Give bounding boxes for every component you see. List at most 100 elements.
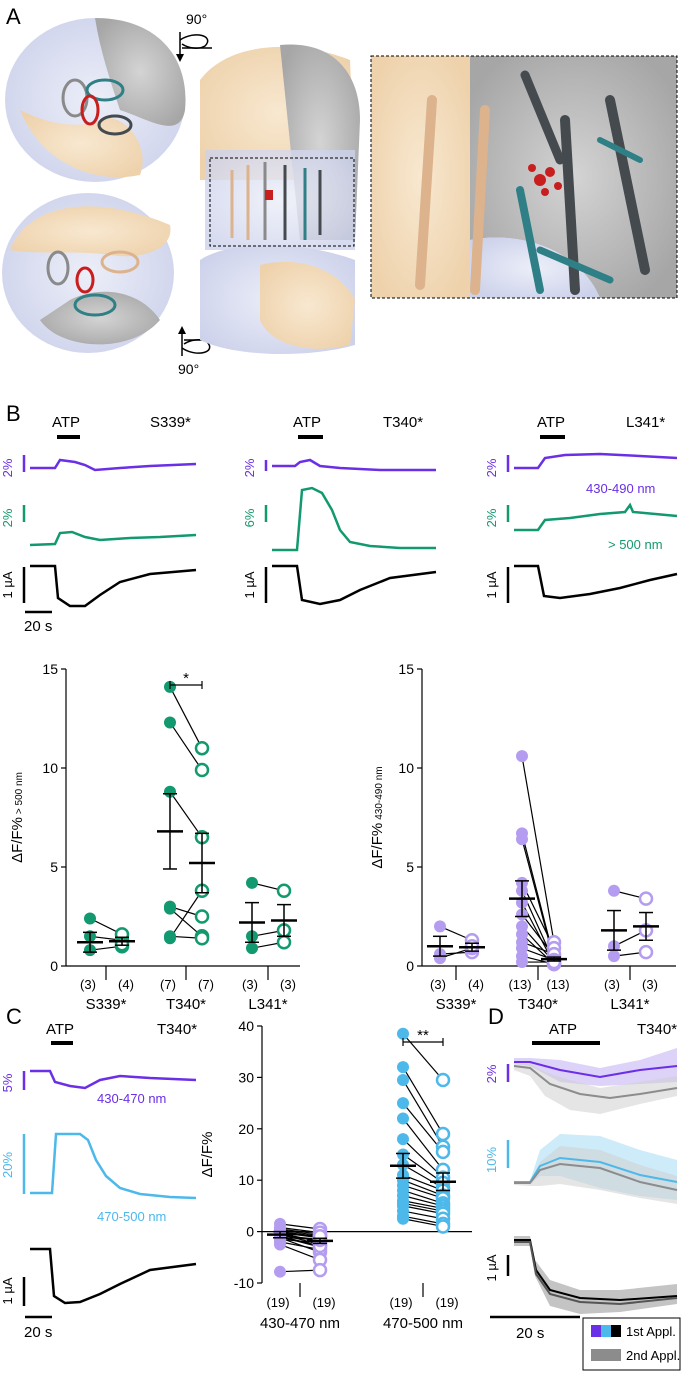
point-first (246, 876, 258, 889)
pair-line (402, 1118, 444, 1171)
trace-current (272, 564, 437, 606)
band-label-green: > 500 nm (608, 537, 663, 552)
structure-top-view (5, 18, 186, 182)
mutant-label: S339* (150, 414, 191, 431)
pair-line (521, 882, 555, 949)
legend: 1st Appl. 2nd Appl. (582, 1317, 681, 1371)
trace-current-first (514, 1239, 678, 1302)
legend-second: 2nd Appl. (626, 1348, 680, 1363)
n-label: (19) (312, 1295, 335, 1310)
pair-line (169, 890, 203, 939)
point-second (276, 934, 292, 950)
trace-current (30, 1247, 197, 1305)
group-label: S339* (436, 996, 477, 1013)
y-tick-label: 0 (246, 1224, 254, 1240)
n-label: (7) (198, 977, 214, 992)
point-first (608, 950, 620, 963)
y-tick-label: 30 (238, 1069, 254, 1085)
trace-group-t340: ATP T340* 2% 6% 1 µA (242, 414, 437, 606)
n-label: (19) (389, 1295, 412, 1310)
chart-b-right: 0 5 10 15 ΔF/F%430-490 nm (3) (4) S339* (13) (13)… (369, 661, 676, 1013)
time-scale-label: 20 s (24, 1324, 52, 1341)
n-label: (4) (118, 977, 134, 992)
trace-gray-second (514, 1162, 678, 1191)
point-first (397, 1097, 409, 1110)
scale-label-current: 1 µA (242, 571, 257, 598)
point-first (274, 1238, 286, 1251)
band-label-purple: 430-490 nm (586, 481, 655, 496)
point-first (164, 716, 176, 729)
trace-group-s339: ATP S339* 2% 2% 1 µA 20 s (0, 414, 197, 635)
trace-blue (30, 1132, 197, 1200)
mutant-label: T340* (637, 1021, 677, 1038)
scale-label-green: 2% (484, 508, 499, 527)
point-first (397, 1212, 409, 1225)
pair-line (402, 1066, 444, 1135)
trace-gray-second (513, 1065, 678, 1100)
structure-zoom-inset (370, 55, 678, 299)
trace-group-l341: ATP L341* 2% 430-490 nm 2% > 500 nm 1 µA (484, 414, 678, 603)
panel-b-traces: B ATP S339* 2% 2% 1 µA 20 s ATP T340* 2% (0, 401, 678, 635)
y-tick-label: 10 (42, 760, 58, 776)
scale-label-current: 1 µA (484, 1254, 499, 1281)
y-axis-label: ΔF/F%> 500 nm (9, 772, 26, 863)
point-second (312, 1262, 328, 1278)
y-tick-label: 15 (42, 661, 58, 677)
scale-label-purple: 2% (242, 458, 257, 477)
group-label: T340* (518, 996, 558, 1013)
point-second (435, 1126, 451, 1142)
point-second (435, 1072, 451, 1088)
point-first (164, 932, 176, 945)
point-second (194, 931, 210, 946)
stim-label: ATP (293, 414, 321, 431)
time-scale-label: 20 s (516, 1325, 544, 1342)
y-tick-label: 15 (398, 661, 414, 677)
point-second (194, 762, 210, 778)
point-second (194, 740, 210, 756)
group-label: T340* (166, 996, 206, 1013)
rotation-arrow-top: 90° (176, 11, 212, 62)
y-axis-label: ΔF/F%430-490 nm (369, 766, 386, 868)
y-tick-label: 5 (50, 859, 58, 875)
legend-first: 1st Appl. (626, 1324, 676, 1339)
scale-label-purple: 2% (484, 1064, 499, 1083)
pair-line (169, 722, 203, 771)
y-tick-label: 10 (238, 1172, 254, 1188)
point-first (84, 912, 96, 925)
y-tick-label: 20 (238, 1121, 254, 1137)
y-tick-label: 0 (50, 958, 58, 974)
point-second (638, 944, 654, 960)
n-label: (3) (430, 977, 446, 992)
point-first (397, 1061, 409, 1074)
sig-label: ** (417, 1027, 429, 1044)
n-label: (3) (642, 977, 658, 992)
point-second (435, 1219, 451, 1234)
scale-label-current: 1 µA (0, 571, 15, 598)
trace-green (514, 502, 678, 532)
group-label: 470-500 nm (383, 1315, 463, 1332)
panel-c-traces: C ATP T340* 5% 430-470 nm 20% 470-500 nm… (0, 1004, 197, 1341)
structure-side-view (200, 44, 360, 355)
n-label: (13) (546, 977, 569, 992)
sig-label: * (183, 670, 189, 687)
point-second (276, 883, 292, 899)
pair-line (169, 791, 203, 838)
point-first (164, 785, 176, 798)
group-label: L341* (248, 996, 287, 1013)
n-label: (19) (266, 1295, 289, 1310)
trace-purple (30, 458, 197, 472)
y-tick-label: 40 (238, 1018, 254, 1034)
trace-purple (30, 1069, 197, 1090)
stim-label: ATP (52, 414, 80, 431)
y-tick-label: 5 (406, 859, 414, 875)
point-first (516, 833, 528, 846)
rotation-label-top: 90° (186, 11, 207, 27)
point-second (194, 909, 210, 924)
n-label: (3) (604, 977, 620, 992)
n-label: (3) (280, 977, 296, 992)
trace-green (272, 486, 436, 552)
point-first (608, 884, 620, 897)
point-second (435, 1144, 451, 1160)
panel-a: A (2, 4, 678, 377)
